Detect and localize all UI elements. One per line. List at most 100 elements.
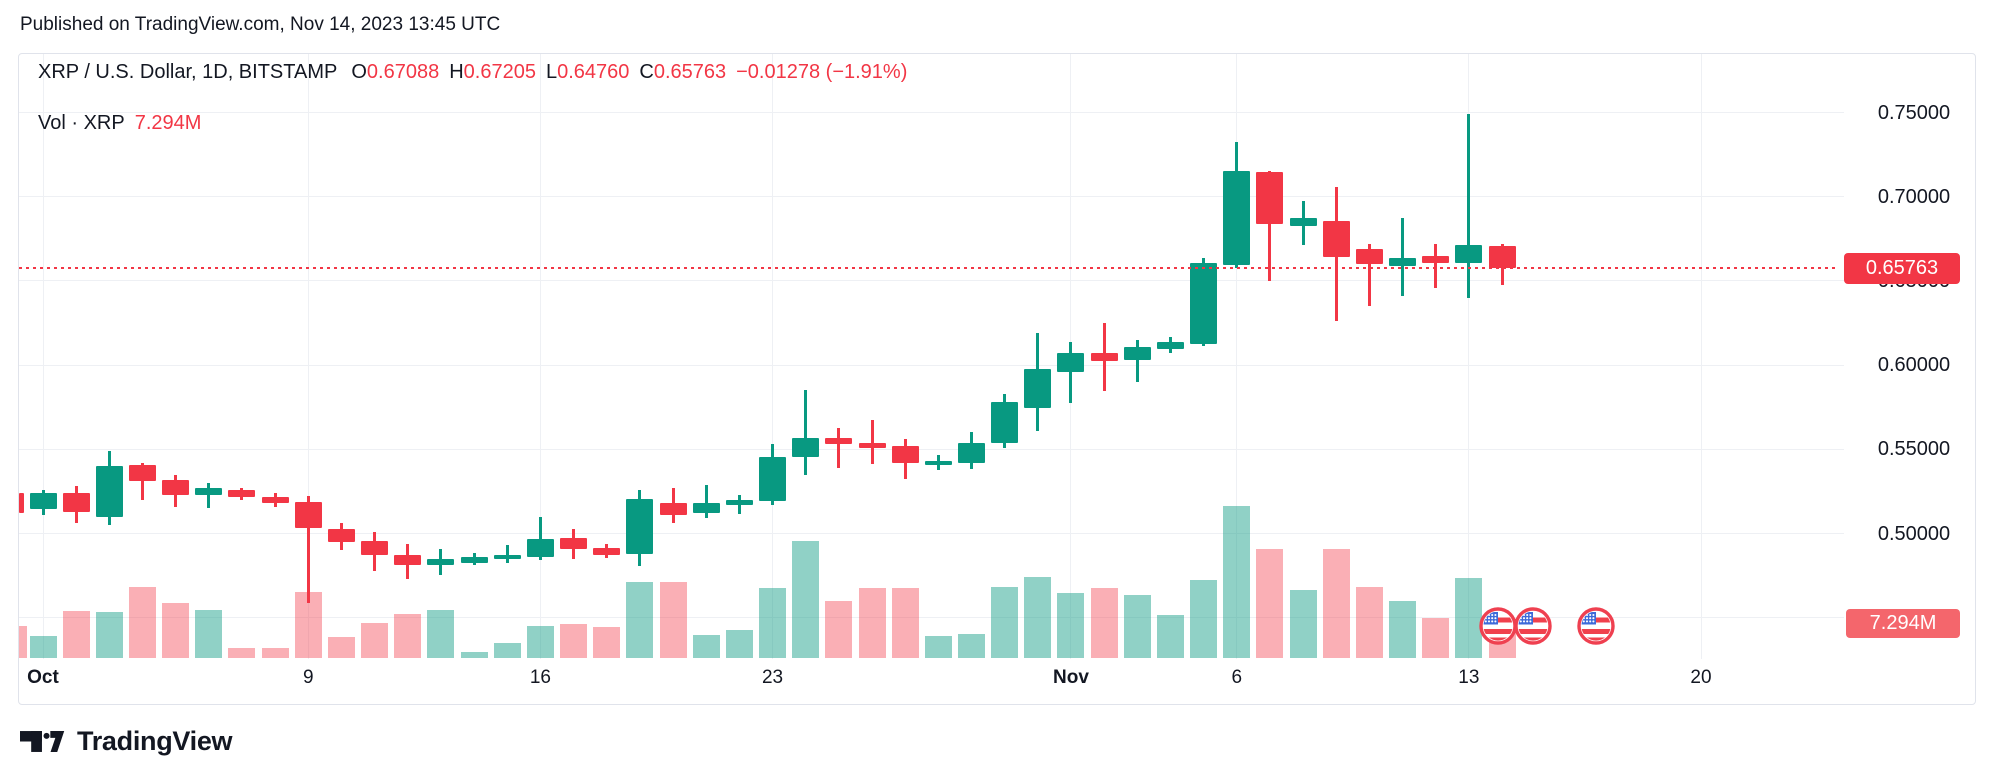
candle [29, 493, 57, 510]
volume-bar [29, 636, 57, 658]
volume-bar [394, 614, 422, 658]
us-flag-event-icon[interactable] [1576, 606, 1616, 646]
last-price-dotted-line [19, 267, 1839, 269]
candle [1090, 353, 1118, 362]
volume-bar [1090, 588, 1118, 658]
horizontal-gridline [19, 533, 1844, 534]
horizontal-gridline [19, 617, 1844, 619]
volume-bar [1057, 593, 1085, 658]
horizontal-gridline [19, 112, 1844, 113]
legend-segment: H [449, 61, 464, 83]
candle [659, 503, 687, 515]
candle [394, 554, 422, 565]
vertical-gridline [42, 54, 44, 659]
candle [593, 548, 621, 555]
candle-wick [538, 516, 542, 560]
candle-wick [804, 390, 808, 476]
legend-segment: L [545, 61, 558, 83]
price-tick-label: 0.50000 [1877, 522, 1951, 545]
chart-legend: XRP / U.S. Dollar, 1D, BITSTAMP O0.67088 H… [38, 59, 907, 136]
horizontal-gridline [19, 448, 1844, 450]
candle [327, 529, 355, 542]
volume-bar [427, 609, 455, 658]
volume-bar [493, 643, 521, 658]
tradingview-logo-icon[interactable] [20, 731, 66, 752]
volume-bar [692, 635, 720, 658]
candle [792, 437, 820, 458]
candle-wick [837, 428, 841, 468]
vertical-gridline [1700, 54, 1702, 659]
candle-partial [19, 493, 24, 514]
candle-wick [1467, 113, 1471, 298]
vertical-gridline [539, 54, 541, 659]
legend-segment: Vol · XRP [38, 112, 125, 134]
candle-wick [207, 482, 211, 509]
last-price-badge: 0.65763 [1844, 253, 1960, 284]
time-tick-label: 6 [1231, 667, 1243, 688]
candle-wick [1069, 342, 1073, 404]
legend-segment: C [639, 61, 654, 83]
candle [460, 556, 488, 563]
volume-bar [1156, 615, 1184, 658]
candle [1190, 262, 1218, 345]
candle [626, 499, 654, 554]
volume-bar [1123, 595, 1151, 658]
published-note: Published on TradingView.com, Nov 14, 20… [20, 14, 501, 35]
candle [1422, 255, 1450, 263]
footer: TradingView [20, 726, 233, 757]
candle [891, 446, 919, 464]
candle-wick [1401, 217, 1405, 297]
horizontal-gridline [19, 364, 1844, 366]
candle-wick [1268, 170, 1272, 281]
price-tick-label: 0.60000 [1877, 354, 1951, 377]
volume-bar [1422, 617, 1450, 658]
volume-bar [957, 633, 985, 658]
legend-segment: 0.64760 [557, 61, 630, 83]
legend-volume-row: Vol · XRP 7.294M [38, 110, 907, 136]
price-tick-label: 0.70000 [1877, 185, 1951, 208]
candle [62, 493, 90, 513]
candle [957, 443, 985, 464]
chart-card: 0.750000.700000.650000.600000.550000.500… [18, 53, 1976, 705]
volume-value-badge: 7.294M [1846, 609, 1960, 638]
volume-bar [1355, 587, 1383, 658]
chart-plot-area[interactable]: 0.750000.700000.650000.600000.550000.500… [19, 54, 1975, 704]
legend-segment: 0.67205 [463, 61, 536, 83]
horizontal-gridline [19, 280, 1844, 282]
volume-bar [858, 588, 886, 658]
candle-wick [140, 462, 144, 500]
volume-bar-partial [19, 625, 27, 658]
us-flag-event-icon[interactable] [1478, 606, 1518, 646]
candle [1488, 245, 1516, 269]
vertical-gridline [1468, 54, 1470, 659]
volume-bar [924, 636, 952, 658]
volume-bar [825, 601, 853, 658]
us-flag-event-icon[interactable] [1513, 606, 1553, 646]
legend-segment: 0.65763 [653, 61, 727, 83]
candle [725, 500, 753, 506]
volume-bar [792, 540, 820, 658]
tradingview-logo-text[interactable]: TradingView [77, 726, 233, 756]
candle [162, 479, 190, 496]
candle [95, 466, 123, 517]
candle [858, 442, 886, 448]
candle-wick [1135, 340, 1139, 382]
candle [1057, 353, 1085, 373]
vertical-gridline [772, 54, 774, 659]
volume-bar [891, 588, 919, 658]
candle [825, 438, 853, 445]
volume-bar [261, 648, 289, 658]
candle [128, 465, 156, 482]
volume-bar [95, 611, 123, 658]
legend-segment: −0.01278 (−1.91%) [736, 61, 908, 83]
candle [924, 461, 952, 466]
candle-wick [870, 419, 874, 465]
candle-wick [1367, 243, 1371, 307]
volume-bar [593, 626, 621, 658]
time-tick-label: 16 [529, 667, 551, 688]
volume-bar [526, 625, 554, 658]
volume-bar [1389, 601, 1417, 658]
volume-bar [1024, 576, 1052, 658]
candle [1289, 217, 1317, 226]
